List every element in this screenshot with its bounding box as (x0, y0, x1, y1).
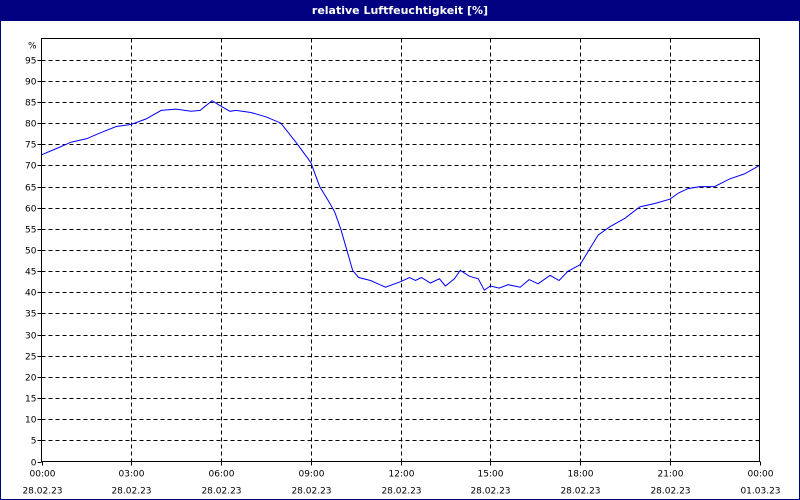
x-tick-date-label: 28.02.23 (111, 487, 151, 497)
x-tick-date-label: 28.02.23 (650, 487, 690, 497)
x-tick-time-label: 00:00 (748, 470, 774, 480)
y-tick-label: 45 (25, 268, 36, 278)
x-tick-time-label: 03:00 (119, 470, 145, 480)
x-tick-date-label: 01.03.23 (740, 487, 780, 497)
x-tick-date-label: 28.02.23 (201, 487, 241, 497)
y-tick-label: 80 (25, 120, 37, 130)
x-tick-time-label: 18:00 (568, 470, 594, 480)
x-tick-time-label: 06:00 (209, 470, 235, 480)
grid-lines (41, 38, 760, 462)
y-axis-label: % (28, 42, 37, 52)
x-tick-time-label: 15:00 (478, 470, 504, 480)
y-tick-label: 60 (25, 205, 37, 215)
tick-labels: 0 5 10 15 20 25 30 35 40 45 50 55 60 65 70 75 80 85 90 95% 0… (22, 42, 780, 497)
y-tick-label: 95 (25, 57, 36, 67)
y-tick-label: 55 (25, 226, 36, 236)
y-tick-label: 30 (25, 332, 37, 342)
y-tick-label: 25 (25, 353, 36, 363)
x-tick-date-label: 28.02.23 (560, 487, 600, 497)
chart-title: relative Luftfeuchtigkeit [%] (1, 1, 799, 21)
y-tick-label: 35 (25, 310, 36, 320)
x-tick-time-label: 00:00 (30, 470, 56, 480)
series-layer (41, 100, 760, 291)
y-tick-label: 85 (25, 99, 36, 109)
y-tick-label: 0 (31, 459, 37, 469)
humidity-series-line (41, 100, 760, 291)
x-tick-time-label: 21:00 (658, 470, 684, 480)
y-tick-label: 15 (25, 395, 36, 405)
plot-area-border (41, 38, 760, 462)
x-tick-date-label: 28.02.23 (22, 487, 62, 497)
y-tick-label: 20 (25, 374, 37, 384)
x-tick-time-label: 09:00 (299, 470, 325, 480)
y-tick-label: 50 (25, 247, 37, 257)
x-tick-date-label: 28.02.23 (470, 487, 510, 497)
x-tick-date-label: 28.02.23 (381, 487, 421, 497)
humidity-chart: 0 5 10 15 20 25 30 35 40 45 50 55 60 65 70 75 80 85 90 95% 0… (22, 38, 781, 497)
y-tick-label: 40 (25, 289, 37, 299)
x-tick-date-label: 28.02.23 (291, 487, 331, 497)
y-tick-label: 75 (25, 141, 36, 151)
x-tick-time-label: 12:00 (389, 470, 415, 480)
y-tick-label: 5 (31, 437, 37, 447)
y-tick-label: 65 (25, 184, 36, 194)
y-tick-label: 10 (25, 416, 37, 426)
y-tick-label: 90 (25, 78, 37, 88)
y-tick-label: 70 (25, 162, 37, 172)
